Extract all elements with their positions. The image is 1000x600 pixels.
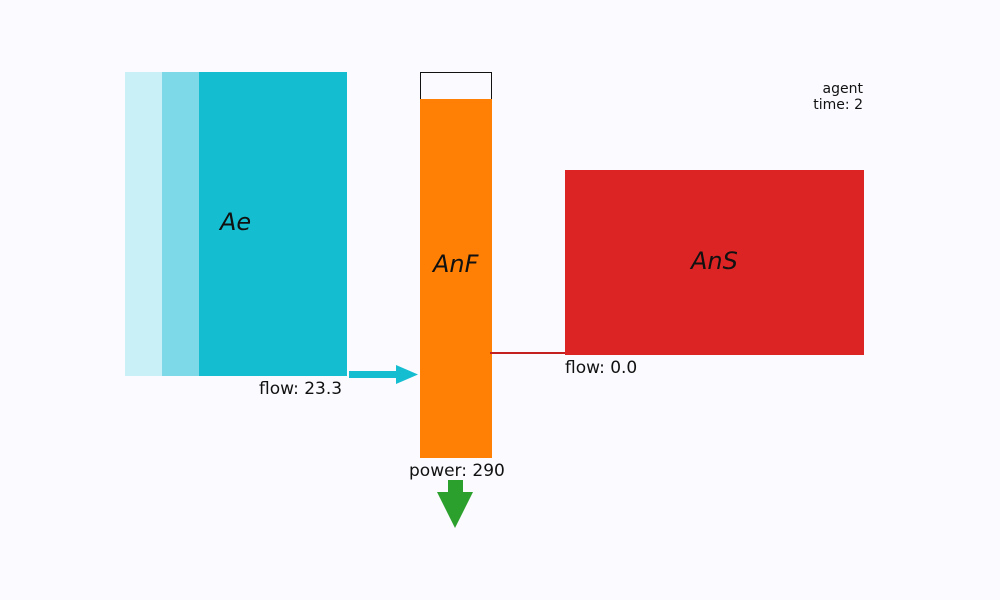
anf-label: AnF bbox=[433, 250, 479, 278]
time-label: time: 2 bbox=[813, 97, 863, 113]
agent-label: agent bbox=[822, 81, 863, 97]
power-arrow-icon bbox=[437, 480, 473, 528]
power-label: power: 290 bbox=[409, 461, 505, 481]
ae-label: Ae bbox=[220, 208, 252, 236]
ans-block bbox=[565, 170, 864, 355]
flow-arrow-icon bbox=[349, 365, 418, 384]
ae-block bbox=[199, 72, 347, 376]
ans-anf-connector bbox=[490, 352, 565, 354]
ans-label: AnS bbox=[691, 247, 738, 275]
anf-tank-fill bbox=[420, 99, 492, 458]
ans-flow-label: flow: 0.0 bbox=[565, 358, 638, 378]
ae-flow-label: flow: 23.3 bbox=[259, 379, 343, 399]
